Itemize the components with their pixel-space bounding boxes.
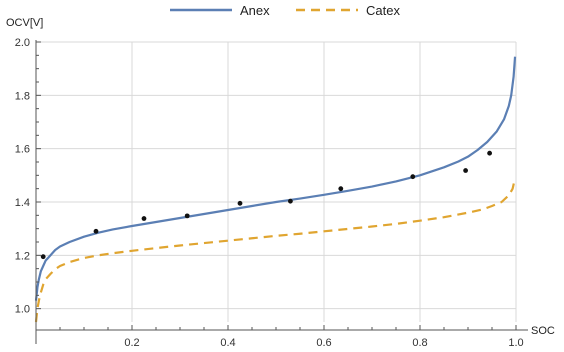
ticks: 0.2 0.4 0.6 0.8 1.0 1.0 1.2 1.4 1.6 1.8 2.0 xyxy=(15,37,524,349)
data-point xyxy=(338,186,344,192)
data-point xyxy=(93,228,99,234)
legend-label-catex: Catex xyxy=(366,3,400,18)
grid xyxy=(36,41,517,322)
x-tick-label: 0.6 xyxy=(316,337,331,349)
series-lines xyxy=(34,56,517,323)
y-tick-label: 1.2 xyxy=(15,250,30,262)
series-line-anex xyxy=(34,56,517,301)
x-axis-title: SOC xyxy=(531,325,555,337)
legend-label-anex: Anex xyxy=(240,3,270,18)
data-point xyxy=(141,216,147,221)
series-line-catex xyxy=(34,177,517,323)
data-point xyxy=(288,198,293,204)
data-point xyxy=(184,213,190,219)
y-axis-title: OCV[V] xyxy=(6,17,43,29)
data-point xyxy=(410,174,416,180)
data-points xyxy=(40,150,492,260)
x-tick-label: 1.0 xyxy=(508,337,523,349)
x-tick-label: 0.4 xyxy=(220,337,235,349)
data-point xyxy=(463,168,468,173)
y-tick-label: 1.0 xyxy=(15,304,30,316)
y-tick-label: 2.0 xyxy=(15,37,30,49)
legend: Anex Catex xyxy=(170,3,400,18)
axes xyxy=(35,40,528,344)
y-tick-label: 1.4 xyxy=(15,197,30,209)
x-tick-label: 0.2 xyxy=(124,337,139,349)
y-tick-label: 1.6 xyxy=(15,144,30,156)
data-point xyxy=(40,254,46,260)
y-tick-label: 1.8 xyxy=(15,90,30,102)
data-point xyxy=(237,200,243,206)
data-point xyxy=(487,150,492,156)
x-tick-label: 0.8 xyxy=(412,337,427,349)
